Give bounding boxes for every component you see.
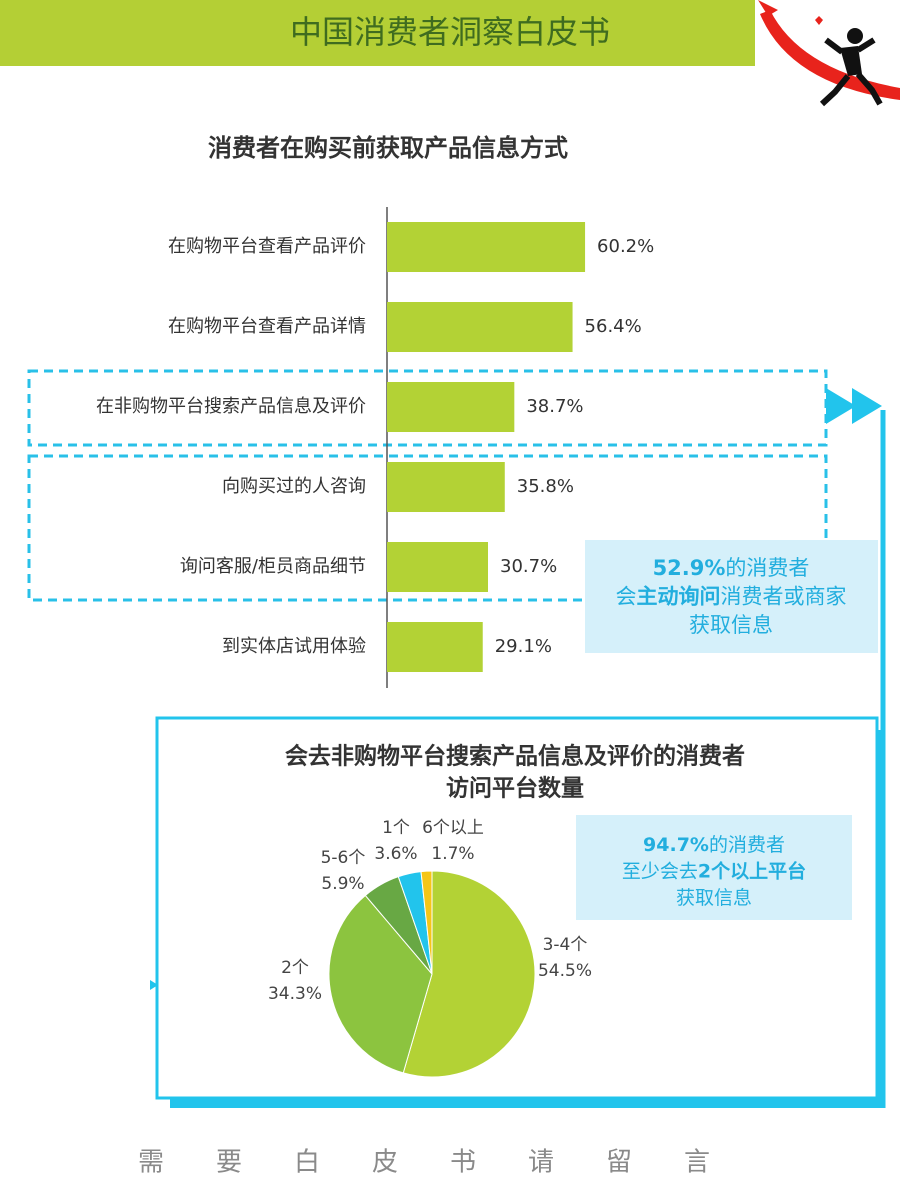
- callout-run: 消费者或商家: [721, 585, 847, 609]
- callout-text: 获取信息: [689, 613, 773, 637]
- callout-run: 获取信息: [676, 887, 752, 909]
- callout-box: [576, 815, 852, 920]
- callout-run: 94.7%: [643, 834, 709, 856]
- value-label: 56.4%: [585, 316, 642, 337]
- chart-title: 会去非购物平台搜索产品信息及评价的消费者: [285, 743, 745, 770]
- bar: [387, 622, 483, 672]
- slice-value: 1.7%: [431, 844, 474, 864]
- category-label: 在购物平台查看产品详情: [168, 316, 366, 337]
- callout-run: 获取信息: [689, 613, 773, 637]
- category-label: 在非购物平台搜索产品信息及评价: [96, 396, 366, 417]
- callout-text: 52.9%的消费者: [653, 556, 810, 580]
- callout-run: 52.9%: [653, 556, 726, 580]
- slice-label: 3-4个: [543, 935, 588, 955]
- callout-text: 获取信息: [676, 887, 752, 909]
- arrow: [150, 980, 158, 990]
- pie-slice: [420, 870, 433, 975]
- logo: [758, 0, 900, 107]
- bar: [387, 382, 515, 432]
- slice-value: 3.6%: [374, 844, 417, 864]
- category-label: 到实体店试用体验: [222, 636, 366, 657]
- slice-label: 1个: [382, 818, 410, 838]
- callout-text: 会主动询问消费者或商家: [616, 585, 847, 609]
- value-label: 29.1%: [495, 636, 552, 657]
- header-band: [0, 0, 755, 66]
- category-label: 向购买过的人咨询: [222, 476, 366, 497]
- slice-value: 34.3%: [268, 984, 322, 1004]
- slice-value: 5.9%: [321, 874, 364, 894]
- footer: 需要白皮书请留言: [138, 1148, 762, 1178]
- bar: [387, 462, 505, 512]
- callout-run: 至少会去: [622, 860, 698, 882]
- callout-text: 94.7%的消费者: [643, 834, 785, 856]
- bar: [387, 542, 489, 592]
- callout-run: 的消费者: [725, 556, 809, 580]
- callout-run: 的消费者: [709, 834, 785, 856]
- header-title: 中国消费者洞察白皮书: [290, 13, 610, 51]
- slice-label: 6个以上: [422, 818, 484, 838]
- pie-slice: [402, 870, 536, 1078]
- bar: [387, 302, 573, 352]
- callout-text: 至少会去2个以上平台: [622, 859, 806, 882]
- callout-run: 主动询问: [637, 585, 721, 609]
- category-label: 在购物平台查看产品评价: [168, 236, 366, 257]
- value-label: 38.7%: [526, 396, 583, 417]
- value-label: 30.7%: [500, 556, 557, 577]
- callout-box: [585, 540, 878, 653]
- arrow: [826, 388, 882, 424]
- category-label: 询问客服/柜员商品细节: [180, 556, 366, 577]
- highlight-box: [27, 454, 828, 602]
- chart-title: 访问平台数量: [446, 775, 584, 802]
- chart-title: 消费者在购买前获取产品信息方式: [208, 134, 568, 162]
- bar: [387, 222, 586, 272]
- value-label: 35.8%: [517, 476, 574, 497]
- callout-run: 2个以上平台: [698, 859, 806, 882]
- value-label: 60.2%: [597, 236, 654, 257]
- pie-slice: [328, 894, 433, 1074]
- slice-label: 2个: [281, 958, 309, 978]
- slice-value: 54.5%: [538, 961, 592, 981]
- slice-label: 5-6个: [321, 848, 366, 868]
- callout-run: 会: [616, 585, 637, 609]
